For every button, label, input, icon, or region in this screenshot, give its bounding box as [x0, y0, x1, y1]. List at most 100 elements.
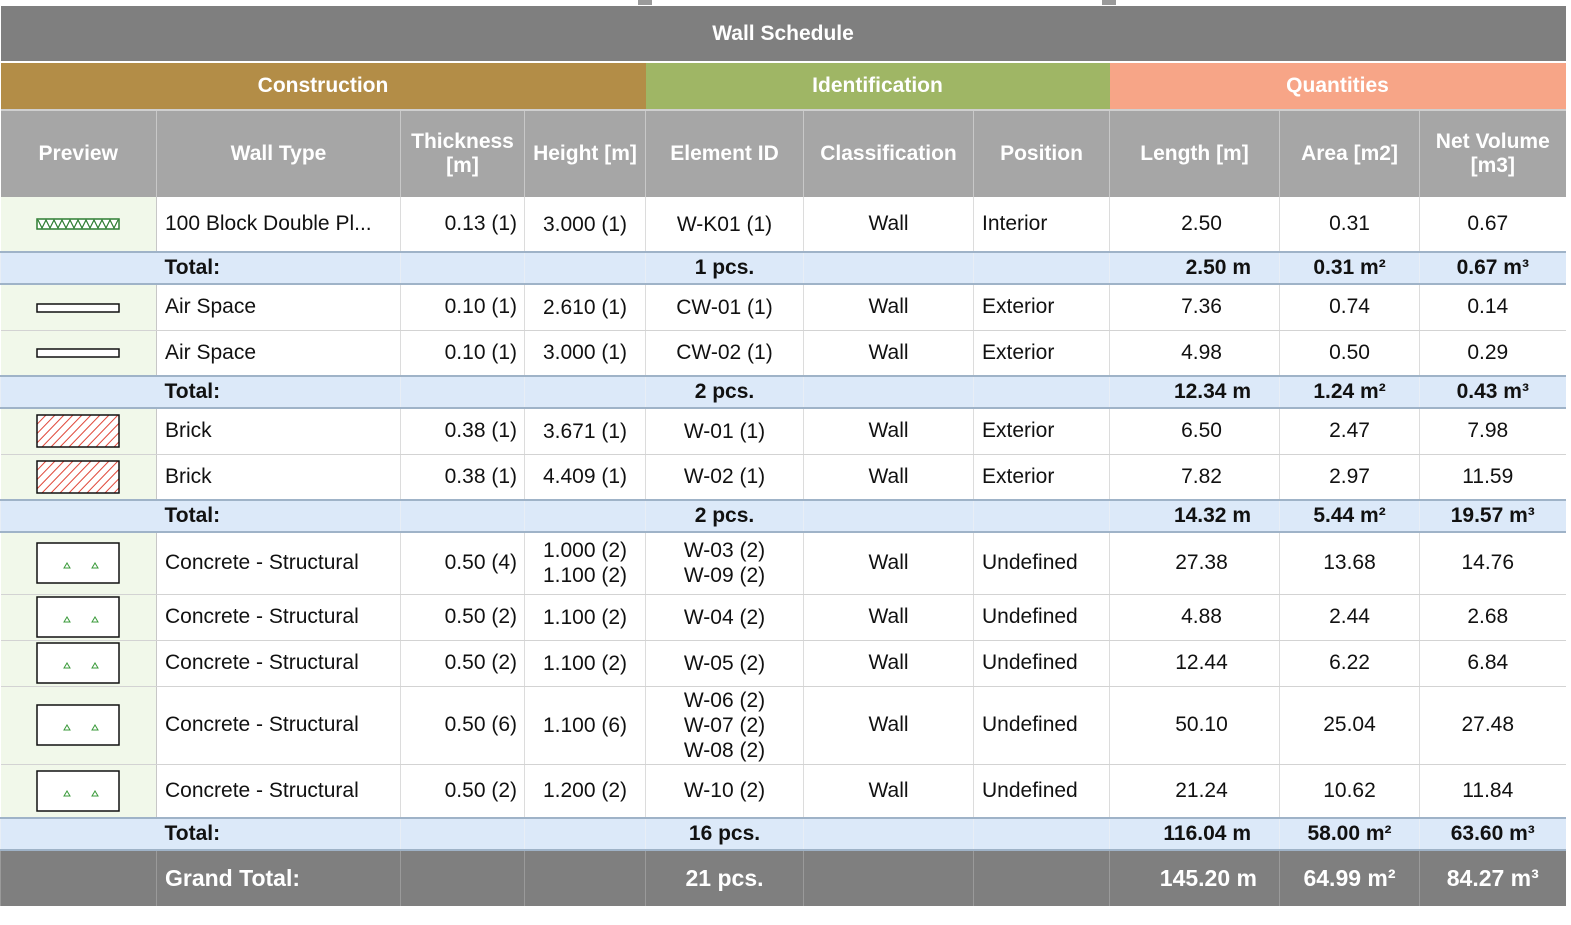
subtotal-empty: [973, 817, 1110, 851]
column-resize-handle[interactable]: [638, 0, 652, 5]
wall-preview: [0, 197, 157, 253]
concrete-icon: [36, 770, 120, 812]
wall-preview: [0, 532, 157, 595]
wall-type-cell: Brick: [156, 408, 401, 455]
area-cell: 6.22: [1279, 640, 1420, 687]
height-cell: 1.100 (2): [524, 640, 646, 687]
length-cell: 7.36: [1109, 284, 1280, 331]
wall-type-cell: Air Space: [156, 330, 401, 377]
column-resize-handle[interactable]: [1102, 0, 1116, 5]
net-volume-cell: 2.68: [1418, 594, 1566, 641]
subtotal-area: 58.00 m²: [1279, 817, 1420, 851]
subtotal-count: 1 pcs.: [645, 251, 804, 285]
area-cell: 10.62: [1279, 764, 1420, 819]
height-cell: 3.000 (1): [524, 197, 646, 253]
table-row[interactable]: Air Space 0.10 (1) 3.000 (1) CW-02 (1) Wall E…: [0, 330, 1566, 377]
element-id-cell: CW-02 (1): [645, 330, 804, 377]
area-cell: 0.31: [1279, 197, 1420, 253]
element-id-cell: W-04 (2): [645, 594, 804, 641]
length-cell: 7.82: [1109, 454, 1280, 501]
column-header-preview[interactable]: Preview: [0, 110, 157, 197]
element-id-cell: W-01 (1): [645, 408, 804, 455]
wall-type-cell: Air Space: [156, 284, 401, 331]
column-header-height[interactable]: Height [m]: [524, 110, 646, 197]
subtotal-label: Total:: [156, 375, 401, 409]
height-cell: 1.100 (6): [524, 686, 646, 765]
grand-total-empty: [524, 850, 646, 906]
element-id-cell: W-06 (2) W-07 (2) W-08 (2): [645, 686, 804, 765]
column-header-thickness[interactable]: Thickness [m]: [400, 110, 525, 197]
wall-type-cell: Concrete - Structural: [156, 640, 401, 687]
subtotal-net-volume: 19.57 m³: [1418, 499, 1566, 533]
table-row[interactable]: Concrete - Structural 0.50 (2) 1.200 (2) W-…: [0, 764, 1566, 819]
height-cell: 3.671 (1): [524, 408, 646, 455]
thickness-cell: 0.10 (1): [400, 330, 525, 377]
thickness-cell: 0.13 (1): [400, 197, 525, 253]
classification-cell: Wall: [803, 454, 974, 501]
subtotal-empty: [803, 499, 974, 533]
table-row[interactable]: Brick 0.38 (1) 4.409 (1) W-02 (1) Wall Exteri…: [0, 454, 1566, 501]
position-cell: Interior: [973, 197, 1110, 253]
subtotal-length: 116.04 m: [1109, 817, 1280, 851]
subtotal-empty: [0, 251, 157, 285]
area-cell: 2.44: [1279, 594, 1420, 641]
column-header-classification[interactable]: Classification: [803, 110, 974, 197]
column-header-position[interactable]: Position: [973, 110, 1110, 197]
subtotal-empty: [973, 251, 1110, 285]
column-header-area[interactable]: Area [m2]: [1279, 110, 1420, 197]
subtotal-net-volume: 63.60 m³: [1418, 817, 1566, 851]
subtotal-row: Total: 16 pcs. 116.04 m 58.00 m² 63.60 m³: [0, 817, 1566, 851]
thickness-cell: 0.50 (2): [400, 640, 525, 687]
classification-cell: Wall: [803, 764, 974, 819]
thickness-cell: 0.38 (1): [400, 408, 525, 455]
table-row[interactable]: 100 Block Double Pl... 0.13 (1) 3.000 (1) W…: [0, 197, 1566, 253]
subtotal-empty: [400, 817, 525, 851]
area-cell: 2.97: [1279, 454, 1420, 501]
subtotal-empty: [803, 817, 974, 851]
net-volume-cell: 27.48: [1418, 686, 1566, 765]
table-row[interactable]: Concrete - Structural 0.50 (6) 1.100 (6) W-…: [0, 686, 1566, 765]
wall-type-cell: Concrete - Structural: [156, 686, 401, 765]
air-space-icon: [36, 302, 120, 313]
classification-cell: Wall: [803, 284, 974, 331]
subtotal-empty: [803, 375, 974, 409]
column-header-wall-type[interactable]: Wall Type: [156, 110, 401, 197]
net-volume-cell: 0.14: [1418, 284, 1566, 331]
subtotal-empty: [0, 499, 157, 533]
thickness-cell: 0.50 (2): [400, 764, 525, 819]
length-cell: 4.98: [1109, 330, 1280, 377]
thickness-cell: 0.38 (1): [400, 454, 525, 501]
area-cell: 0.50: [1279, 330, 1420, 377]
table-row[interactable]: Air Space 0.10 (1) 2.610 (1) CW-01 (1) Wall E…: [0, 284, 1566, 331]
table-row[interactable]: Concrete - Structural 0.50 (2) 1.100 (2) W-…: [0, 640, 1566, 687]
subtotal-empty: [524, 375, 646, 409]
wall-schedule-sheet: Wall Schedule Construction Identificatio…: [0, 6, 1566, 906]
classification-cell: Wall: [803, 330, 974, 377]
column-header-net-volume[interactable]: Net Volume [m3]: [1418, 110, 1566, 197]
table-row[interactable]: Concrete - Structural 0.50 (4) 1.000 (2) 1.…: [0, 532, 1566, 595]
column-header-length[interactable]: Length [m]: [1109, 110, 1280, 197]
concrete-icon: [36, 642, 120, 684]
table-row[interactable]: Concrete - Structural 0.50 (2) 1.100 (2) W-…: [0, 594, 1566, 641]
element-id-cell: W-05 (2): [645, 640, 804, 687]
wall-type-cell: Concrete - Structural: [156, 532, 401, 595]
group-header-construction: Construction: [0, 62, 646, 111]
concrete-icon: [36, 542, 120, 584]
subtotal-label: Total:: [156, 817, 401, 851]
subtotal-empty: [0, 375, 157, 409]
brick-hatch-icon: [36, 414, 120, 448]
classification-cell: Wall: [803, 197, 974, 253]
subtotal-length: 14.32 m: [1109, 499, 1280, 533]
group-header-identification: Identification: [645, 62, 1110, 111]
height-cell: 3.000 (1): [524, 330, 646, 377]
grand-total-empty: [973, 850, 1110, 906]
column-header-element-id[interactable]: Element ID: [645, 110, 804, 197]
area-cell: 0.74: [1279, 284, 1420, 331]
net-volume-cell: 11.59: [1418, 454, 1566, 501]
grand-total-area: 64.99 m²: [1279, 850, 1420, 906]
grand-total-length: 145.20 m: [1109, 850, 1280, 906]
net-volume-cell: 0.29: [1418, 330, 1566, 377]
subtotal-empty: [400, 499, 525, 533]
subtotal-empty: [400, 251, 525, 285]
table-row[interactable]: Brick 0.38 (1) 3.671 (1) W-01 (1) Wall Exteri…: [0, 408, 1566, 455]
